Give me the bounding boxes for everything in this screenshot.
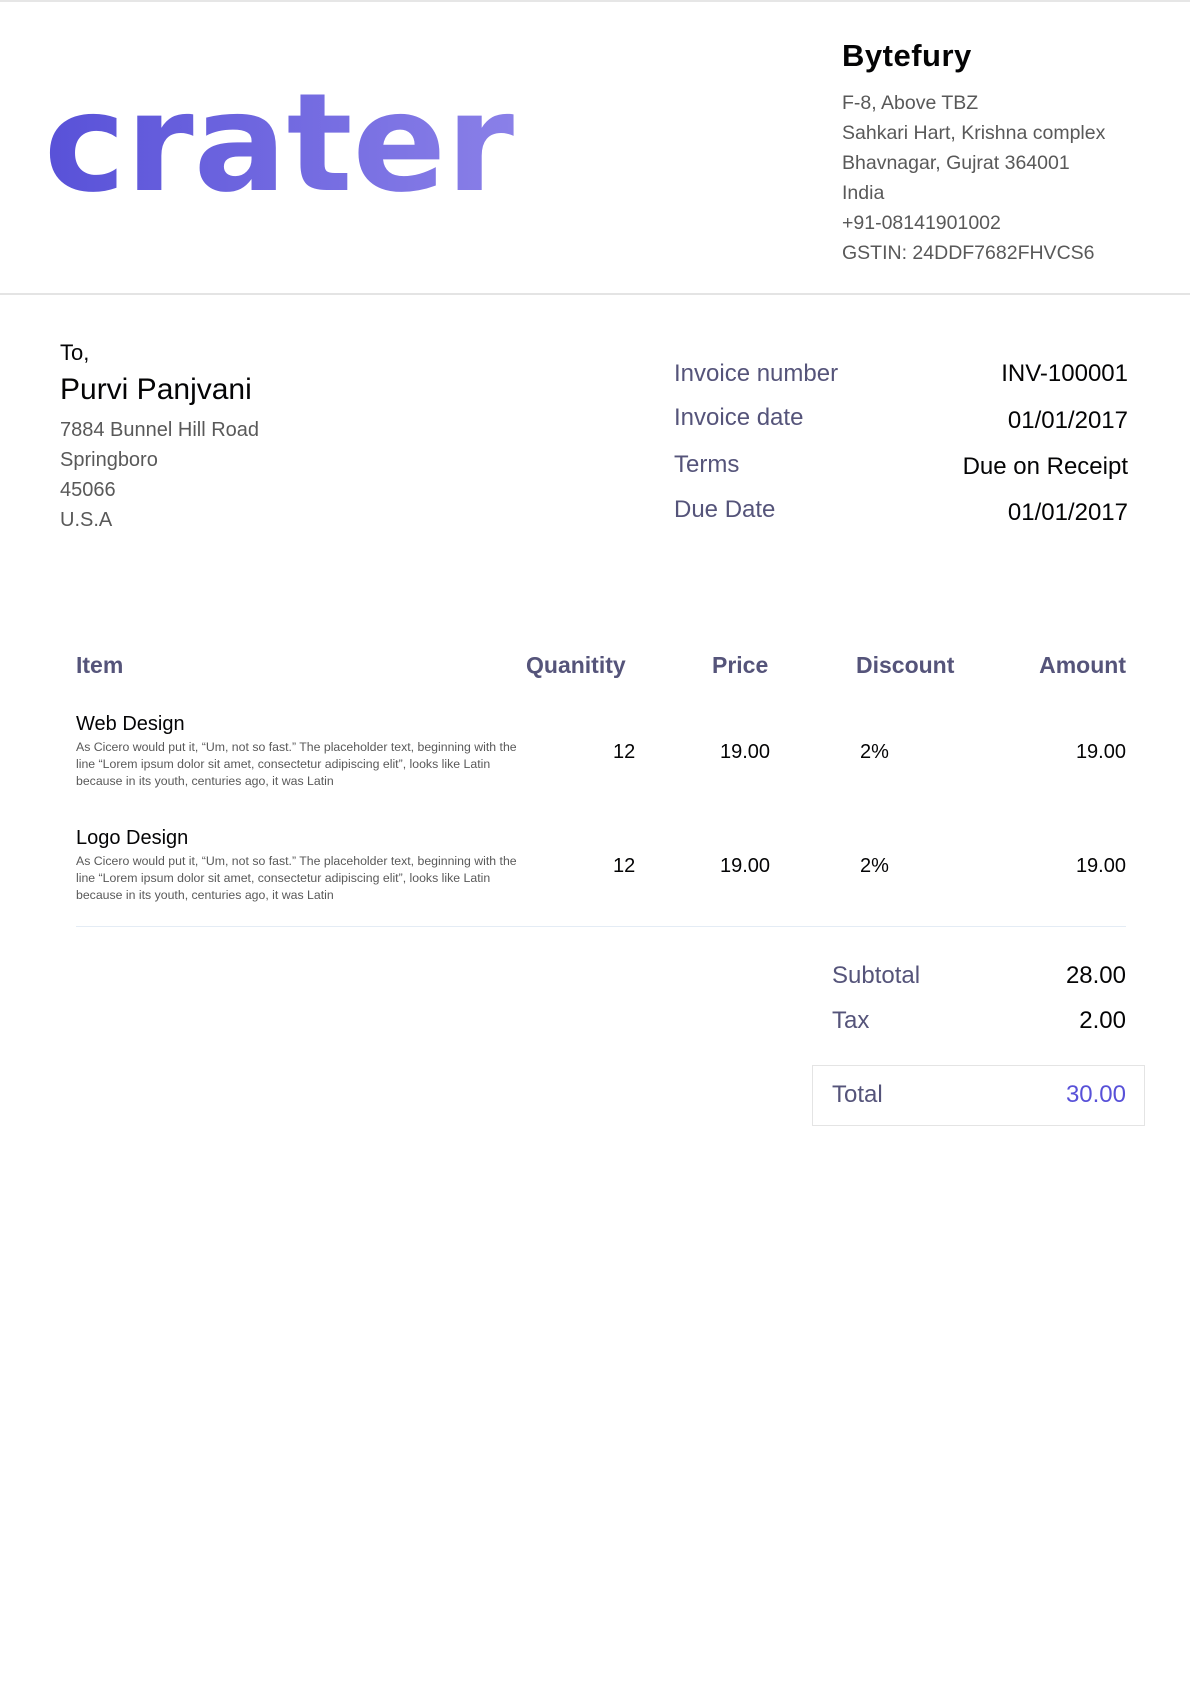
item-price: 19.00 xyxy=(720,855,771,877)
terms-value: Due on Receipt xyxy=(962,453,1128,480)
item-quantity: 12 xyxy=(613,741,636,763)
total-value: 30.00 xyxy=(1065,1081,1126,1108)
crater-logo: crater xyxy=(44,78,514,198)
top-border xyxy=(0,0,1190,2)
due-date-label: Due Date xyxy=(674,496,776,523)
item-discount: 2% xyxy=(860,855,889,877)
billing-address-line: 45066 xyxy=(60,479,116,501)
total-box xyxy=(812,1065,1145,1126)
header-quantity: Quanitity xyxy=(526,652,626,678)
company-address-line: F-8, Above TBZ xyxy=(842,92,979,114)
item-description: As Cicero would put it, “Um, not so fast… xyxy=(76,854,517,902)
invoice-date-label: Invoice date xyxy=(674,404,804,431)
to-label: To, xyxy=(60,340,90,365)
billing-address-line: Springboro xyxy=(60,449,158,471)
header-amount: Amount xyxy=(1039,652,1126,678)
company-gstin: GSTIN: 24DDF7682FHVCS6 xyxy=(842,242,1095,264)
tax-value: 2.00 xyxy=(1079,1007,1126,1034)
table-divider xyxy=(76,926,1126,927)
subtotal-value: 28.00 xyxy=(1065,962,1126,989)
item-description: As Cicero would put it, “Um, not so fast… xyxy=(76,740,517,788)
company-name: Bytefury xyxy=(842,38,972,73)
tax-label: Tax xyxy=(832,1007,870,1034)
company-phone: +91-08141901002 xyxy=(842,212,1001,234)
billing-address-line: U.S.A xyxy=(60,509,113,531)
item-amount: 19.00 xyxy=(1075,855,1126,877)
company-address-line: Sahkari Hart, Krishna complex xyxy=(842,122,1106,144)
customer-name: Purvi Panjvani xyxy=(60,373,252,406)
company-address-line: Bhavnagar, Gujrat 364001 xyxy=(842,152,1070,174)
billing-address-line: 7884 Bunnel Hill Road xyxy=(60,419,260,441)
header-divider xyxy=(0,293,1190,295)
item-amount: 19.00 xyxy=(1075,741,1126,763)
header-price: Price xyxy=(712,652,769,678)
item-name: Web Design xyxy=(76,713,185,735)
svg-text:crater: crater xyxy=(44,78,514,198)
item-quantity: 12 xyxy=(613,855,636,877)
company-address-line: India xyxy=(842,182,885,204)
item-name: Logo Design xyxy=(76,827,189,849)
header-item: Item xyxy=(76,652,124,678)
invoice-number-label: Invoice number xyxy=(674,360,839,387)
invoice-date-value: 01/01/2017 xyxy=(1007,407,1128,434)
due-date-value: 01/01/2017 xyxy=(1007,499,1128,526)
item-price: 19.00 xyxy=(720,741,771,763)
item-discount: 2% xyxy=(860,741,889,763)
subtotal-label: Subtotal xyxy=(832,962,921,989)
header-discount: Discount xyxy=(856,652,955,678)
total-label: Total xyxy=(832,1081,883,1108)
terms-label: Terms xyxy=(674,451,740,478)
invoice-number-value: INV-100001 xyxy=(1001,360,1128,387)
